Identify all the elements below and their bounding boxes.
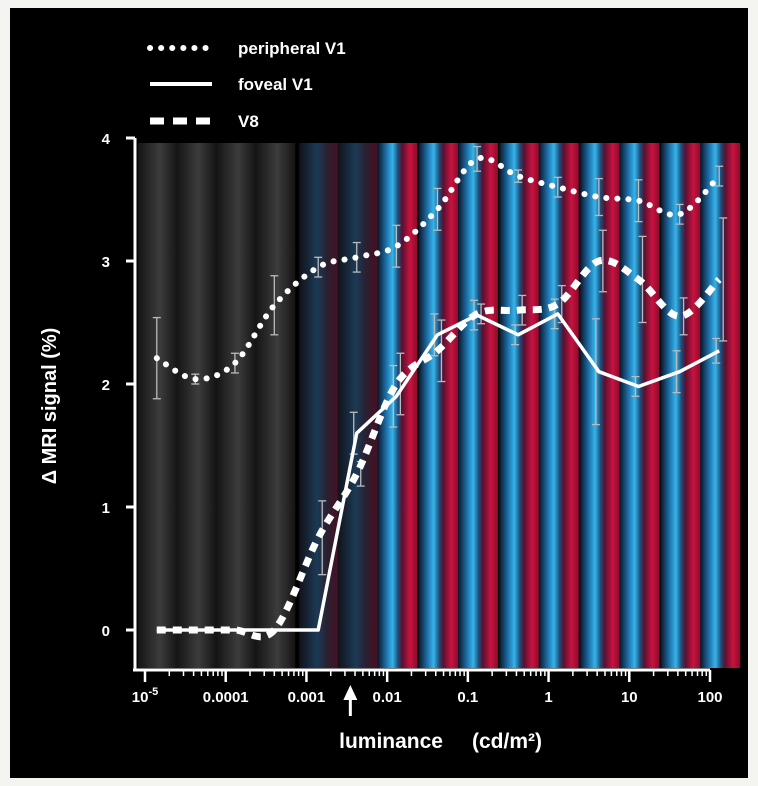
- data-point: [718, 278, 720, 280]
- y-tick-label: 1: [102, 500, 110, 517]
- x-tick-label: 100: [697, 689, 722, 706]
- y-tick-label: 2: [102, 377, 110, 394]
- illumination-band: [255, 143, 296, 668]
- data-point: [356, 432, 358, 434]
- illumination-band: [579, 143, 620, 668]
- data-point: [557, 186, 559, 188]
- x-axis-units: (cd/m²): [472, 730, 542, 753]
- data-point: [317, 629, 319, 631]
- x-axis-title: luminance: [339, 730, 443, 753]
- error-bars: [152, 145, 728, 576]
- data-series: [153, 154, 723, 641]
- data-point: [598, 260, 600, 262]
- chart-legend: peripheral V1 foveal V1 V8: [147, 39, 346, 131]
- y-tick-label: 0: [102, 623, 110, 640]
- data-point: [156, 357, 158, 359]
- illumination-band: [700, 143, 741, 668]
- data-point: [476, 313, 478, 315]
- data-point: [194, 629, 196, 631]
- x-tick-label: 0.001: [288, 689, 326, 706]
- data-point: [718, 175, 720, 177]
- data-point: [598, 196, 600, 198]
- y-ticks: 0 1 2 3 4: [102, 131, 135, 640]
- data-point: [234, 362, 236, 364]
- legend-item-foveal-v1: foveal V1: [150, 75, 313, 94]
- data-point: [194, 378, 196, 380]
- data-point: [273, 629, 275, 631]
- data-point: [156, 629, 158, 631]
- data-point: [476, 158, 478, 160]
- series-line-peripheral-v1: [153, 154, 723, 383]
- data-point: [395, 395, 397, 397]
- series-line-v8: [156, 256, 722, 641]
- data-point: [637, 278, 639, 280]
- data-point: [436, 208, 438, 210]
- illumination-band: [660, 143, 701, 668]
- data-point: [317, 266, 319, 268]
- illumination-band: [538, 143, 579, 668]
- illumination-band: [337, 143, 378, 668]
- legend-label: V8: [238, 112, 259, 131]
- x-tick-exponent: -5: [148, 686, 158, 698]
- illumination-band: [458, 143, 499, 668]
- illumination-band: [619, 143, 660, 668]
- y-tick-label: 4: [102, 131, 111, 148]
- illumination-band: [137, 143, 178, 668]
- data-point: [395, 245, 397, 247]
- legend-item-v8: V8: [150, 112, 259, 131]
- data-point: [273, 304, 275, 306]
- data-point: [356, 256, 358, 258]
- data-point: [356, 473, 358, 475]
- illumination-band: [499, 143, 540, 668]
- data-point: [637, 385, 639, 387]
- data-point: [557, 313, 559, 315]
- legend-item-peripheral-v1: peripheral V1: [147, 39, 346, 58]
- data-point: [517, 309, 519, 311]
- data-point: [517, 334, 519, 336]
- data-point: [317, 537, 319, 539]
- illumination-band: [299, 143, 340, 668]
- data-point: [678, 213, 680, 215]
- legend-label: foveal V1: [238, 75, 313, 94]
- data-point: [678, 371, 680, 373]
- y-tick-label: 3: [102, 254, 110, 271]
- x-tick-label: 0.1: [457, 689, 478, 706]
- data-point: [436, 334, 438, 336]
- data-point: [517, 175, 519, 177]
- threshold-arrow: [343, 685, 358, 716]
- illumination-band: [176, 143, 217, 668]
- x-ticks: 10-5 0.0001 0.001 0.01 0.1 1 10 100: [132, 670, 723, 706]
- data-point: [718, 350, 720, 352]
- legend-label: peripheral V1: [238, 39, 346, 58]
- x-tick-base: 10: [132, 689, 149, 706]
- data-point: [678, 315, 680, 317]
- data-point: [234, 629, 236, 631]
- x-tick-label: 0.01: [373, 689, 402, 706]
- x-tick-label: 1: [544, 689, 552, 706]
- illumination-band: [215, 143, 256, 668]
- data-point: [598, 371, 600, 373]
- series-line-foveal-v1: [156, 312, 721, 632]
- data-point: [395, 383, 397, 385]
- data-point: [436, 350, 438, 352]
- data-point: [557, 303, 559, 305]
- y-axis-title: Δ MRI signal (%): [39, 328, 61, 485]
- arrow-up-icon: [343, 685, 358, 700]
- x-tick-label: 10-5: [132, 686, 158, 706]
- illumination-background-bands: [137, 143, 741, 668]
- x-tick-label: 10: [621, 689, 638, 706]
- x-tick-label: 0.0001: [203, 689, 249, 706]
- axes: [133, 138, 710, 672]
- data-point: [637, 200, 639, 202]
